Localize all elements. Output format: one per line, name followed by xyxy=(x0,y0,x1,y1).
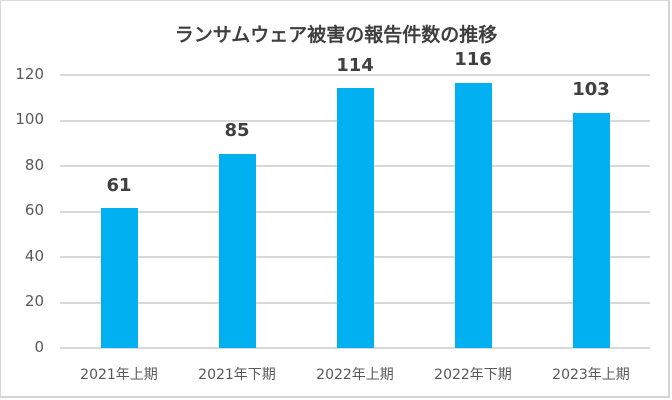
data-label: 85 xyxy=(224,120,250,141)
data-label: 116 xyxy=(454,49,492,70)
y-tick-label: 60 xyxy=(24,201,44,219)
data-label: 103 xyxy=(572,79,610,100)
bar-2021-h2 xyxy=(219,154,256,348)
bar-2022-h2 xyxy=(455,83,492,348)
gridline-120 xyxy=(60,74,650,76)
x-tick-label: 2022年下期 xyxy=(434,367,512,383)
bar-2023-h1 xyxy=(573,113,610,348)
y-tick-label: 0 xyxy=(34,338,44,356)
y-tick-label: 120 xyxy=(15,65,44,83)
y-tick-label: 100 xyxy=(15,110,44,128)
y-tick-label: 80 xyxy=(24,156,44,174)
data-label: 114 xyxy=(336,55,374,76)
data-label: 61 xyxy=(106,175,132,196)
x-tick-label: 2021年下期 xyxy=(198,367,276,383)
bar-2021-h1 xyxy=(101,208,138,348)
y-tick-label: 40 xyxy=(24,247,44,265)
x-tick-label: 2021年上期 xyxy=(80,367,158,383)
bar-2022-h1 xyxy=(337,88,374,348)
chart-title: ランサムウェア被害の報告件数の推移 xyxy=(174,24,498,46)
x-tick-label: 2023年上期 xyxy=(552,367,630,383)
y-tick-label: 20 xyxy=(24,292,44,310)
gridline-0 xyxy=(60,347,650,349)
x-tick-label: 2022年上期 xyxy=(316,367,394,383)
